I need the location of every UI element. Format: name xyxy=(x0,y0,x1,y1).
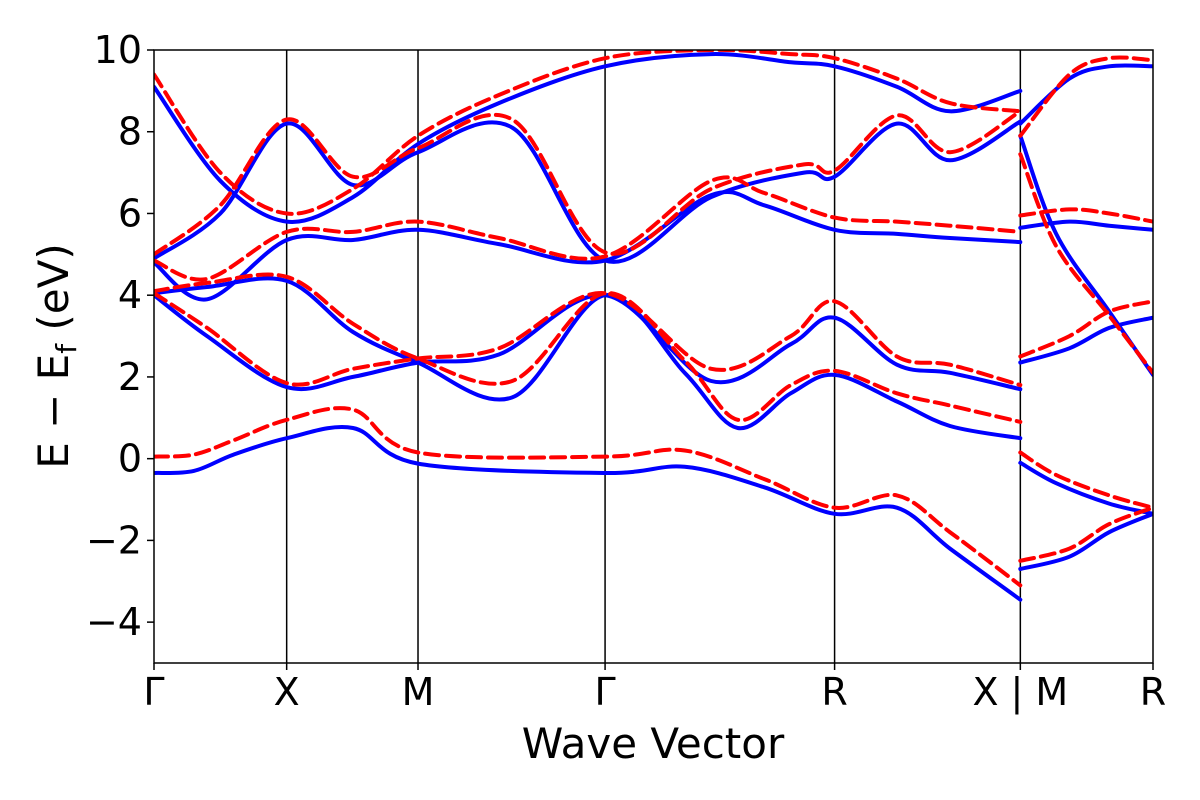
band-solid-line xyxy=(1018,315,1153,365)
band-dashed-line xyxy=(1018,55,1153,138)
band-solid-line xyxy=(154,425,1023,602)
x-tick-label: R xyxy=(821,670,847,714)
band-dashed-line xyxy=(154,406,1023,588)
y-axis-label-subscript: f xyxy=(50,343,83,354)
x-tick-label: Γ xyxy=(594,670,615,714)
x-axis: Γ X M Γ R X | M R xyxy=(143,663,1166,715)
x-tick-label: X | M xyxy=(972,670,1068,715)
band-solid-line xyxy=(1018,460,1153,516)
y-axis-label-main: E − E xyxy=(29,354,78,469)
x-tick-label: R xyxy=(1140,670,1166,714)
y-axis-label: E − Ef (eV) xyxy=(29,243,83,469)
band-dashed-line xyxy=(1018,505,1153,563)
high-symmetry-lines xyxy=(285,50,1022,663)
band-solid-line xyxy=(154,190,1023,302)
y-tick-label: −4 xyxy=(86,600,142,644)
band-dashed-line xyxy=(154,50,1023,216)
y-axis: −4 −2 0 2 4 6 8 10 xyxy=(86,28,154,644)
band-solid-line xyxy=(1018,511,1153,571)
band-solid-line xyxy=(154,52,1023,224)
plot-frame xyxy=(153,49,1154,664)
band-dashed-line xyxy=(1018,152,1153,375)
band-dashed-line xyxy=(154,175,1023,282)
band-dashed-line xyxy=(154,272,1023,424)
y-tick-label: 2 xyxy=(118,355,142,399)
y-axis-label-unit: (eV) xyxy=(29,243,78,344)
y-tick-label: 8 xyxy=(118,110,142,154)
x-axis-label: Wave Vector xyxy=(522,719,785,768)
band-solid-line xyxy=(154,119,1023,264)
band-solid-line xyxy=(1018,63,1153,126)
y-tick-label: 10 xyxy=(94,28,142,72)
x-tick-label: M xyxy=(402,670,435,714)
y-tick-label: 0 xyxy=(118,437,142,481)
x-tick-label: X xyxy=(274,670,300,714)
band-dashed-line xyxy=(154,109,1023,257)
y-tick-label: 6 xyxy=(118,191,142,235)
x-tick-label: Γ xyxy=(143,670,164,714)
y-tick-label: −2 xyxy=(86,518,142,562)
band-series xyxy=(154,50,1153,602)
band-dashed-line xyxy=(1018,450,1153,510)
band-dashed-line xyxy=(1018,299,1153,359)
band-solid-line xyxy=(1018,219,1153,232)
y-tick-label: 4 xyxy=(118,273,142,317)
